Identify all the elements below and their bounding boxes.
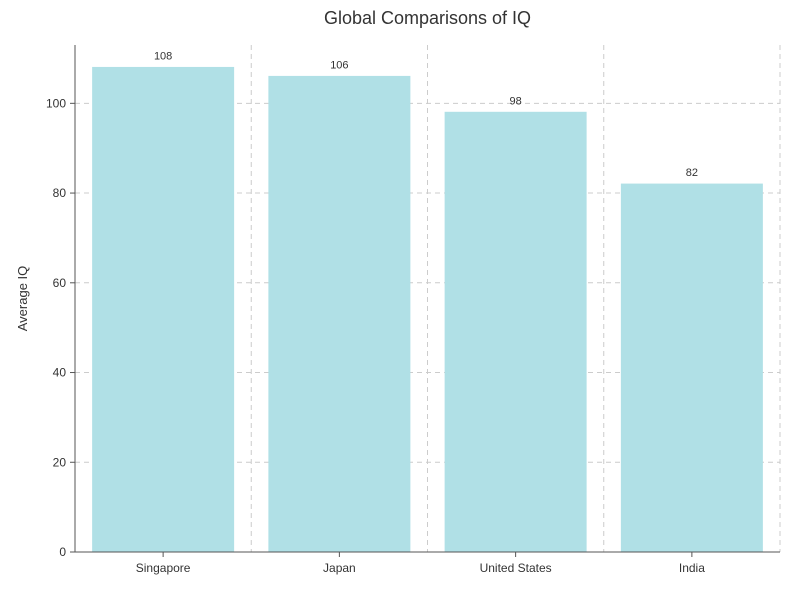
bar-value-label: 98 (510, 95, 522, 107)
bar (621, 184, 762, 552)
y-tick-label: 40 (53, 366, 67, 380)
bar-chart: 108 106 98 82 0 20 40 60 80 100 Singapore Japan Unit… (0, 0, 800, 597)
y-tick-label: 100 (46, 96, 66, 110)
chart-title: Global Comparisons of IQ (324, 8, 531, 28)
x-tick-label: Singapore (136, 561, 191, 575)
x-axis: Singapore Japan United States India (136, 552, 705, 575)
y-tick-label: 20 (53, 455, 67, 469)
y-tick-label: 0 (59, 545, 66, 559)
chart-svg: 108 106 98 82 0 20 40 60 80 100 Singapore Japan Unit… (0, 0, 800, 597)
bar-value-label: 82 (686, 167, 698, 179)
x-tick-label: Japan (323, 561, 356, 575)
bar-value-label: 106 (330, 59, 348, 71)
y-axis: 0 20 40 60 80 100 (46, 96, 75, 559)
x-tick-label: India (679, 561, 705, 575)
bar (93, 67, 234, 552)
x-tick-label: United States (480, 561, 552, 575)
y-tick-label: 80 (53, 186, 67, 200)
y-tick-label: 60 (53, 276, 67, 290)
bar-value-label: 108 (154, 50, 172, 62)
bar (269, 76, 410, 552)
bar (445, 112, 586, 552)
y-axis-label: Average IQ (15, 266, 30, 332)
